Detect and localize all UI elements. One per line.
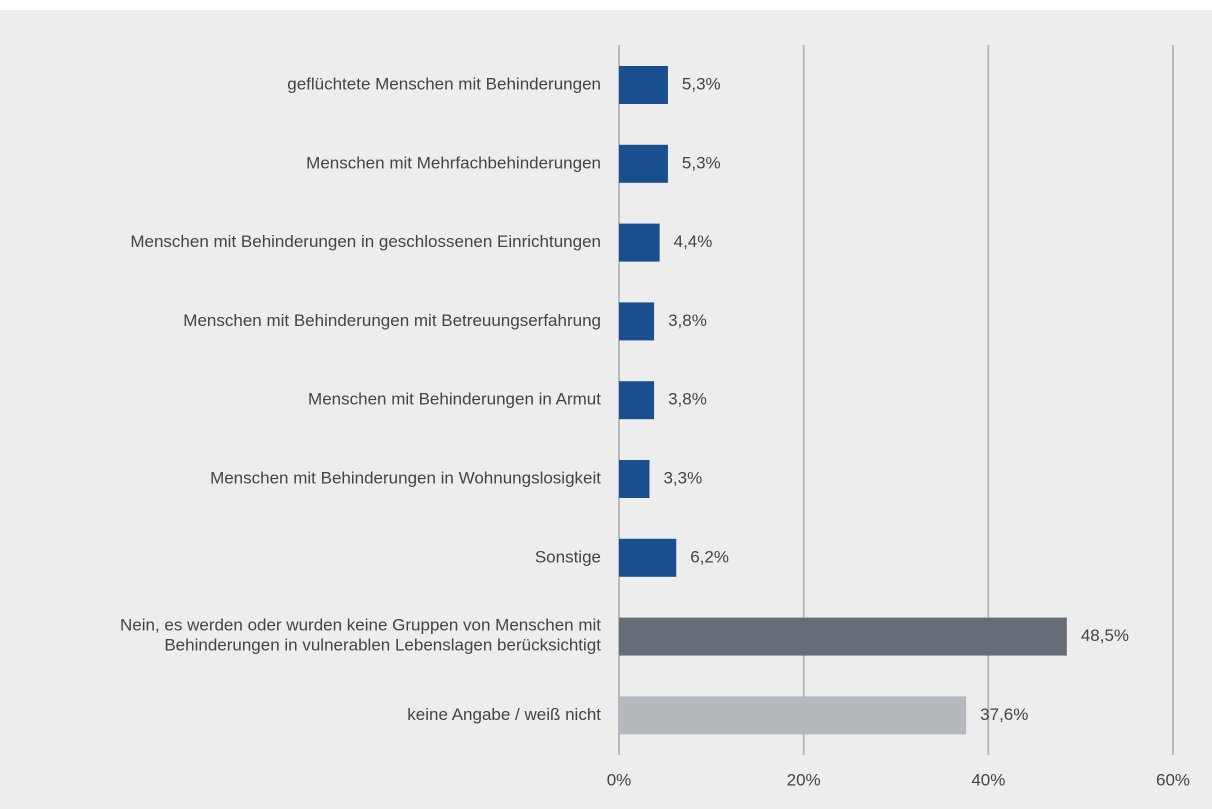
value-label: 4,4% <box>674 232 713 251</box>
category-label: Menschen mit Behinderungen in Wohnungslo… <box>210 468 601 487</box>
category-label: Sonstige <box>535 547 601 566</box>
bar <box>619 302 655 341</box>
category-label: Menschen mit Behinderungen mit Betreuung… <box>183 311 601 330</box>
bar <box>619 538 677 577</box>
category-label: Nein, es werden oder wurden keine Gruppe… <box>120 616 601 655</box>
bar <box>619 144 668 183</box>
bar <box>619 696 967 735</box>
category-label: Menschen mit Behinderungen in geschlosse… <box>130 232 601 251</box>
bar <box>619 460 650 498</box>
value-label: 3,8% <box>668 390 707 409</box>
value-label: 5,3% <box>682 74 721 93</box>
category-label: geflüchtete Menschen mit Behinderungen <box>287 74 601 93</box>
value-label: 48,5% <box>1081 626 1129 645</box>
chart-background <box>0 10 1212 809</box>
x-tick-label: 40% <box>971 770 1005 789</box>
value-label: 3,8% <box>668 311 707 330</box>
category-label: Menschen mit Mehrfachbehinderungen <box>306 153 601 172</box>
value-label: 3,3% <box>663 468 702 487</box>
bar <box>619 223 660 262</box>
category-label: Menschen mit Behinderungen in Armut <box>308 390 601 409</box>
category-label: keine Angabe / weiß nicht <box>407 705 601 724</box>
value-label: 37,6% <box>980 705 1028 724</box>
value-label: 5,3% <box>682 153 721 172</box>
x-tick-label: 60% <box>1156 770 1190 789</box>
value-label: 6,2% <box>690 547 729 566</box>
x-tick-label: 0% <box>607 770 632 789</box>
bar <box>619 66 668 104</box>
bar <box>619 617 1067 656</box>
x-tick-label: 20% <box>787 770 821 789</box>
bar <box>619 381 655 420</box>
